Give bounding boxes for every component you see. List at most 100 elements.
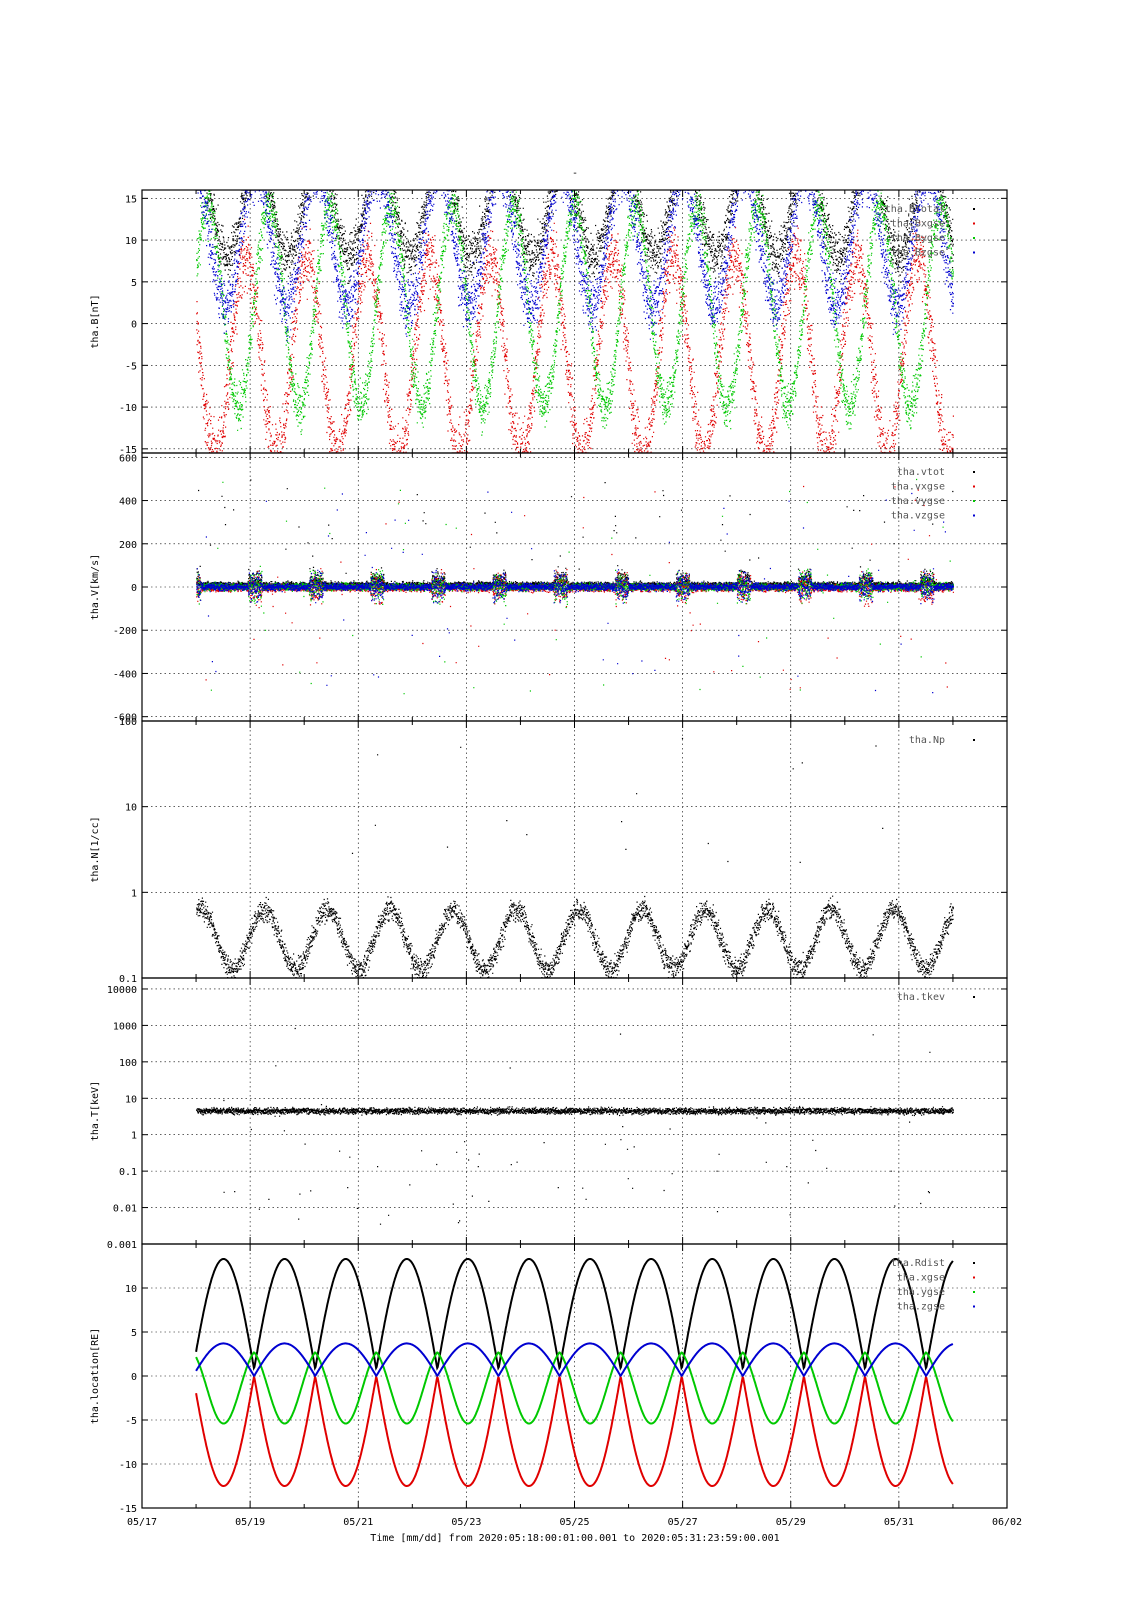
figure-title: - bbox=[572, 168, 578, 179]
series-tha.xgse bbox=[195, 1374, 954, 1487]
y-tick-label: 100 bbox=[119, 717, 137, 728]
legend: tha.Np bbox=[909, 735, 975, 746]
x-tick-label: 05/31 bbox=[884, 1517, 914, 1528]
y-axis-label: tha.V[km/s] bbox=[90, 554, 101, 620]
y-tick-label: 10 bbox=[125, 1094, 137, 1105]
x-tick-labels: 05/17 05/19 05/21 05/23 05/25 05/27 05/29 05/31… bbox=[127, 1517, 1022, 1528]
series-tha.vzgse bbox=[196, 491, 954, 694]
legend: tha.Rdist tha.xgse tha.ygse tha.zgse bbox=[891, 1258, 975, 1313]
grid bbox=[142, 721, 1007, 978]
legend-swatch bbox=[973, 251, 975, 254]
legend-entry: tha.xgse bbox=[897, 1273, 945, 1284]
y-tick-label: -15 bbox=[119, 1504, 137, 1515]
panel-5: 1050-5-10-15tha.location[RE]tha.Rdisttha… bbox=[90, 1243, 1008, 1515]
series-tha.vtot bbox=[196, 479, 954, 587]
x-tick-marks bbox=[141, 190, 1008, 453]
y-tick-label: 1 bbox=[131, 888, 137, 899]
x-tick-marks bbox=[141, 721, 1008, 978]
y-axis-label: tha.B[nT] bbox=[90, 294, 101, 348]
legend-entry: tha.Btotal bbox=[885, 204, 945, 215]
legend-entry: tha.vygse bbox=[891, 496, 945, 507]
legend-entry: tha.ygse bbox=[897, 1287, 945, 1298]
grid bbox=[142, 1244, 1007, 1508]
y-axis-label: tha.N[1/cc] bbox=[90, 816, 101, 882]
data-points bbox=[196, 190, 954, 453]
legend-entry: tha.zgse bbox=[897, 1302, 945, 1313]
y-tick-label: -15 bbox=[119, 445, 137, 456]
y-tick-label: 600 bbox=[119, 453, 137, 464]
x-tick-label: 05/29 bbox=[776, 1517, 806, 1528]
series-tha.Bygse bbox=[196, 190, 954, 436]
y-tick-label: 200 bbox=[119, 540, 137, 551]
y-tick-label: 1 bbox=[131, 1131, 137, 1142]
series-tha.tkev bbox=[196, 1027, 954, 1225]
legend-swatch bbox=[973, 237, 975, 239]
series-tha.ygse bbox=[195, 1351, 954, 1425]
y-axis-label: tha.location[RE] bbox=[90, 1328, 101, 1424]
y-tick-label: -10 bbox=[119, 403, 137, 414]
grid bbox=[142, 190, 1007, 453]
y-tick-label: 0 bbox=[131, 583, 137, 594]
legend-swatch bbox=[973, 739, 975, 741]
series-tha.zgse bbox=[195, 1342, 954, 1378]
legend: tha.Btotal tha.Bxgse tha.Bygse tha.Bzgse bbox=[885, 204, 975, 259]
legend-entry: tha.Bxgse bbox=[891, 219, 945, 230]
y-tick-label: 0 bbox=[131, 320, 137, 331]
panel-1: 15 10 5 0 -5 -10 -15 tha.B[nT] tha.Btotal tha.Bxg… bbox=[90, 189, 1008, 456]
x-tick-label: 05/25 bbox=[559, 1517, 589, 1528]
y-tick-label: 0.1 bbox=[119, 1167, 137, 1178]
data-points bbox=[196, 1027, 954, 1225]
y-tick-label: 100 bbox=[119, 1058, 137, 1069]
legend-swatch bbox=[973, 208, 975, 210]
y-tick-label: 1000 bbox=[113, 1021, 137, 1032]
legend-entry: tha.Bygse bbox=[891, 233, 945, 244]
legend-entry: tha.tkev bbox=[897, 992, 945, 1003]
y-tick-label: 10 bbox=[125, 803, 137, 814]
y-tick-label: 5 bbox=[131, 1328, 137, 1339]
y-tick-label: -10 bbox=[119, 1460, 137, 1471]
legend-swatch bbox=[973, 222, 975, 225]
legend-swatch bbox=[973, 1291, 975, 1293]
x-tick-label: 05/23 bbox=[451, 1517, 481, 1528]
y-tick-label: -600 bbox=[113, 713, 137, 724]
data-points bbox=[195, 1258, 954, 1487]
y-tick-label: 0.001 bbox=[107, 1240, 137, 1251]
y-tick-label: -5 bbox=[125, 1416, 137, 1427]
x-tick-marks bbox=[141, 1244, 1008, 1508]
y-tick-label: -200 bbox=[113, 626, 137, 637]
y-tick-label: 15 bbox=[125, 194, 137, 205]
legend-swatch bbox=[973, 485, 975, 488]
x-tick-marks bbox=[141, 453, 1008, 721]
y-tick-label: -5 bbox=[125, 361, 137, 372]
series-tha.Np bbox=[196, 737, 954, 978]
panels: 151050-5-10-15tha.B[nT]tha.Btotaltha.Bxg… bbox=[90, 189, 1022, 1528]
y-tick-label: 400 bbox=[119, 497, 137, 508]
legend: tha.tkev bbox=[897, 992, 975, 1003]
x-tick-label: 05/21 bbox=[343, 1517, 373, 1528]
grid bbox=[142, 978, 1007, 1244]
y-tick-label: 0.01 bbox=[113, 1204, 137, 1215]
panel-2: 600 400 200 0 -200 -400 -600 tha.V[km/s] tha.vto… bbox=[90, 452, 1008, 724]
y-tick-label: 0.1 bbox=[119, 974, 137, 985]
legend-swatch bbox=[973, 996, 975, 998]
data-points bbox=[196, 478, 954, 695]
legend-entry: tha.vtot bbox=[897, 467, 945, 478]
y-tick-label: 5 bbox=[131, 278, 137, 289]
legend-swatch bbox=[973, 514, 975, 517]
y-tick-label: 10000 bbox=[107, 985, 137, 996]
x-tick-label: 05/19 bbox=[235, 1517, 265, 1528]
y-tick-label: 10 bbox=[125, 236, 137, 247]
legend-entry: tha.Rdist bbox=[891, 1258, 945, 1269]
legend-swatch bbox=[973, 471, 975, 473]
series-tha.Rdist bbox=[195, 1258, 954, 1371]
x-tick-label: 05/27 bbox=[668, 1517, 698, 1528]
panel-4: 10000 1000 100 10 1 0.1 0.01 0.001 tha.T[keV] tha… bbox=[90, 977, 1008, 1251]
legend-swatch bbox=[973, 500, 975, 502]
legend-swatch bbox=[973, 1305, 975, 1308]
y-axis-label: tha.T[keV] bbox=[90, 1081, 101, 1141]
legend-entry: tha.Bzgse bbox=[891, 248, 945, 259]
series-tha.Bzgse bbox=[196, 190, 954, 342]
y-tick-label: -400 bbox=[113, 669, 137, 680]
x-tick-label: 05/17 bbox=[127, 1517, 157, 1528]
